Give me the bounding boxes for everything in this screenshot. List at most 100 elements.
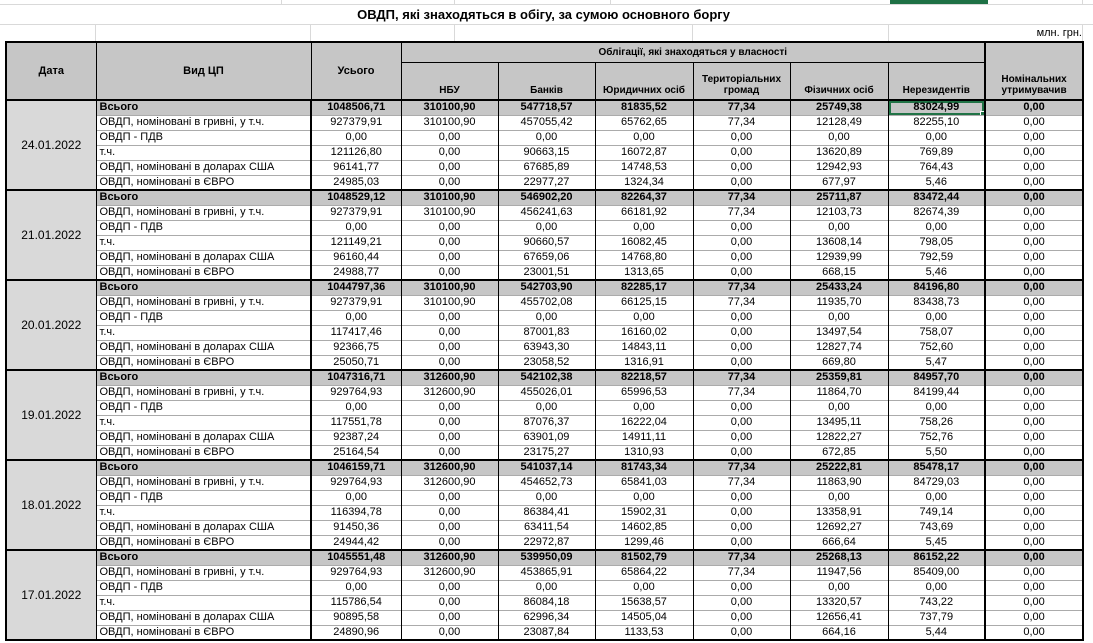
value-cell[interactable]: 87001,83 [497, 324, 596, 340]
value-cell[interactable]: 929764,93 [310, 384, 402, 400]
value-cell[interactable]: 14505,04 [594, 609, 694, 625]
value-cell[interactable]: 312600,90 [400, 564, 499, 580]
value-cell[interactable]: 11864,70 [789, 384, 889, 400]
row-label-cell[interactable]: ОВДП, номіновані в ЄВРО [95, 534, 312, 550]
value-cell[interactable]: 1046159,71 [310, 459, 402, 475]
value-cell[interactable]: 5,45 [887, 534, 986, 550]
value-cell[interactable]: 764,43 [887, 159, 986, 175]
value-cell[interactable]: 752,76 [887, 429, 986, 445]
row-label-cell[interactable]: ОВДП - ПДВ [95, 309, 312, 325]
date-cell[interactable]: 21.01.2022 [5, 189, 97, 280]
value-cell[interactable]: 13608,14 [789, 234, 889, 250]
value-cell[interactable]: 23175,27 [497, 444, 596, 460]
value-cell[interactable]: 0,00 [692, 414, 791, 430]
value-cell[interactable]: 752,60 [887, 339, 986, 355]
value-cell[interactable]: 0,00 [692, 489, 791, 505]
value-cell[interactable]: 23058,52 [497, 354, 596, 370]
value-cell[interactable]: 0,00 [887, 219, 986, 235]
value-cell[interactable]: 0,00 [984, 354, 1084, 370]
value-cell[interactable]: 84196,80 [887, 279, 986, 295]
value-cell[interactable]: 0,00 [692, 264, 791, 280]
row-label-cell[interactable]: ОВДП, номіновані в доларах США [95, 159, 312, 175]
value-cell[interactable]: 96160,44 [310, 249, 402, 265]
value-cell[interactable]: 456241,63 [497, 204, 596, 220]
value-cell[interactable]: 0,00 [984, 519, 1084, 535]
value-cell[interactable]: 0,00 [400, 219, 499, 235]
value-cell[interactable]: 1044797,36 [310, 279, 402, 295]
value-cell[interactable]: 0,00 [400, 159, 499, 175]
value-cell[interactable]: 1048506,71 [310, 99, 402, 115]
row-label-cell[interactable]: ОВДП, номіновані в гривні, у т.ч. [95, 564, 312, 580]
value-cell[interactable]: 310100,90 [400, 204, 499, 220]
value-cell[interactable]: 0,00 [984, 279, 1084, 295]
value-cell[interactable]: 14843,11 [594, 339, 694, 355]
value-cell[interactable]: 14748,53 [594, 159, 694, 175]
value-cell[interactable]: 5,47 [887, 354, 986, 370]
value-cell[interactable]: 0,00 [692, 504, 791, 520]
value-cell[interactable]: 668,15 [789, 264, 889, 280]
value-cell[interactable]: 455702,08 [497, 294, 596, 310]
value-cell[interactable]: 0,00 [400, 444, 499, 460]
value-cell[interactable]: 0,00 [310, 579, 402, 595]
value-cell[interactable]: 25222,81 [789, 459, 889, 475]
value-cell[interactable]: 23001,51 [497, 264, 596, 280]
value-cell[interactable]: 541037,14 [497, 459, 596, 475]
value-cell[interactable]: 82285,17 [594, 279, 694, 295]
value-cell[interactable]: 0,00 [594, 309, 694, 325]
value-cell[interactable]: 0,00 [984, 144, 1084, 160]
value-cell[interactable]: 16072,87 [594, 144, 694, 160]
value-cell[interactable]: 22972,87 [497, 534, 596, 550]
value-cell[interactable]: 0,00 [984, 324, 1084, 340]
selected-cell[interactable]: 83024,99 [887, 99, 986, 115]
value-cell[interactable]: 0,00 [497, 129, 596, 145]
header-total[interactable]: Усього [310, 41, 402, 101]
value-cell[interactable]: 453865,91 [497, 564, 596, 580]
value-cell[interactable]: 0,00 [310, 129, 402, 145]
value-cell[interactable]: 25359,81 [789, 369, 889, 385]
value-cell[interactable]: 0,00 [887, 309, 986, 325]
value-cell[interactable]: 25050,71 [310, 354, 402, 370]
value-cell[interactable]: 0,00 [887, 399, 986, 415]
value-cell[interactable]: 0,00 [400, 249, 499, 265]
value-cell[interactable]: 0,00 [984, 264, 1084, 280]
value-cell[interactable]: 0,00 [984, 459, 1084, 475]
value-cell[interactable]: 12128,49 [789, 114, 889, 130]
value-cell[interactable]: 0,00 [594, 579, 694, 595]
value-cell[interactable]: 0,00 [984, 204, 1084, 220]
value-cell[interactable]: 312600,90 [400, 549, 499, 565]
value-cell[interactable]: 82218,57 [594, 369, 694, 385]
value-cell[interactable]: 5,46 [887, 264, 986, 280]
value-cell[interactable]: 666,64 [789, 534, 889, 550]
value-cell[interactable]: 0,00 [984, 414, 1084, 430]
value-cell[interactable]: 0,00 [497, 579, 596, 595]
header-nonresidents[interactable]: Нерезидентів [887, 61, 986, 101]
value-cell[interactable]: 0,00 [400, 609, 499, 625]
value-cell[interactable]: 798,05 [887, 234, 986, 250]
value-cell[interactable]: 12827,74 [789, 339, 889, 355]
value-cell[interactable]: 0,00 [400, 429, 499, 445]
value-cell[interactable]: 12939,99 [789, 249, 889, 265]
value-cell[interactable]: 0,00 [497, 309, 596, 325]
header-territorial-communities[interactable]: Територіальних громад [692, 61, 791, 101]
value-cell[interactable]: 1299,46 [594, 534, 694, 550]
value-cell[interactable]: 0,00 [984, 504, 1084, 520]
value-cell[interactable]: 83438,73 [887, 294, 986, 310]
value-cell[interactable]: 927379,91 [310, 114, 402, 130]
value-cell[interactable]: 13495,11 [789, 414, 889, 430]
header-ownership-band[interactable]: Облігації, які знаходяться у власності [400, 41, 986, 63]
value-cell[interactable]: 672,85 [789, 444, 889, 460]
value-cell[interactable]: 24944,42 [310, 534, 402, 550]
value-cell[interactable]: 0,00 [692, 579, 791, 595]
value-cell[interactable]: 90895,58 [310, 609, 402, 625]
value-cell[interactable]: 84199,44 [887, 384, 986, 400]
value-cell[interactable]: 0,00 [400, 174, 499, 190]
value-cell[interactable]: 677,97 [789, 174, 889, 190]
value-cell[interactable]: 1313,65 [594, 264, 694, 280]
value-cell[interactable]: 0,00 [310, 489, 402, 505]
row-label-cell[interactable]: ОВДП, номіновані в доларах США [95, 609, 312, 625]
row-label-cell[interactable]: ОВДП - ПДВ [95, 579, 312, 595]
row-label-cell[interactable]: ОВДП - ПДВ [95, 129, 312, 145]
value-cell[interactable]: 310100,90 [400, 279, 499, 295]
date-cell[interactable]: 18.01.2022 [5, 459, 97, 550]
value-cell[interactable]: 12942,93 [789, 159, 889, 175]
